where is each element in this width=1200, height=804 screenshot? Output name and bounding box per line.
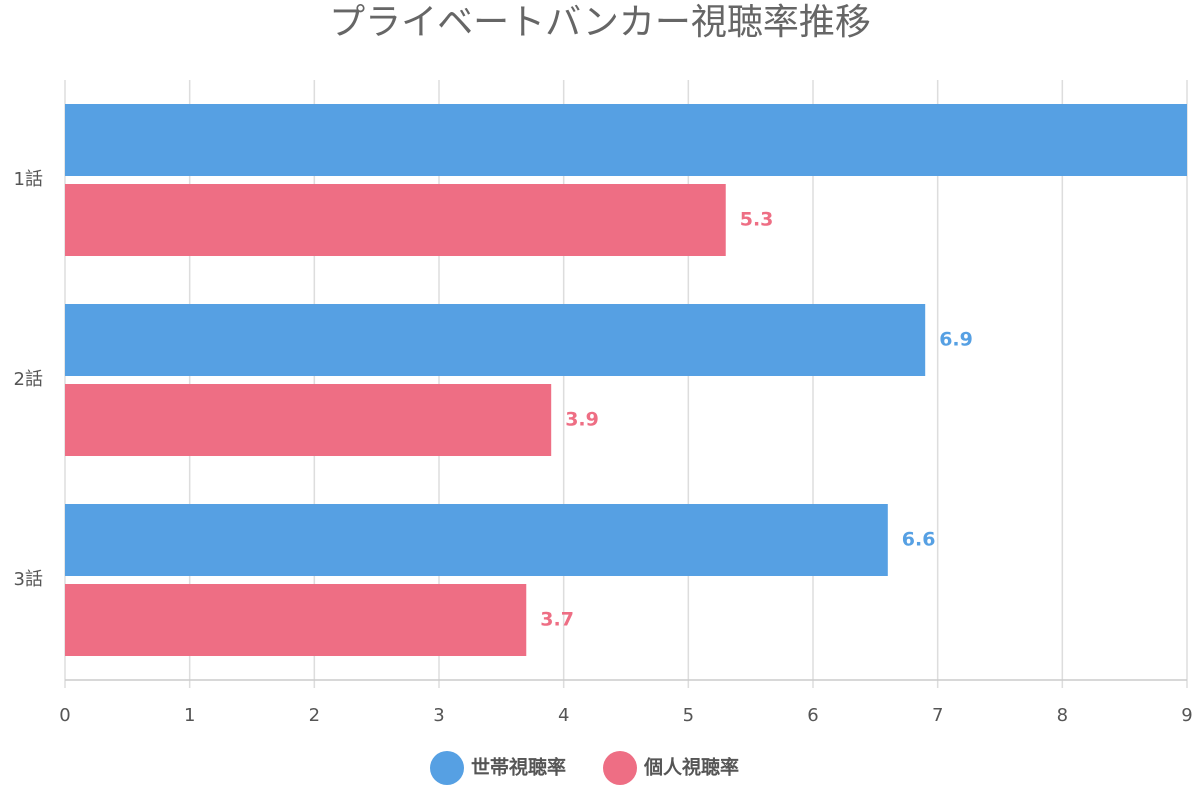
bar: [65, 504, 888, 576]
bar: [65, 304, 926, 376]
value-label: 6.9: [939, 329, 973, 351]
bar: [65, 384, 552, 456]
value-label: 3.9: [565, 409, 599, 431]
x-tick-label: 7: [932, 705, 943, 726]
x-tick-label: 3: [433, 705, 444, 726]
legend-swatch: [430, 751, 464, 785]
x-tick-label: 6: [807, 705, 818, 726]
y-tick-label: 2話: [14, 369, 43, 390]
x-tick-label: 1: [184, 705, 195, 726]
value-label: 5.3: [740, 209, 774, 231]
legend-label: 世帯視聴率: [471, 756, 566, 779]
value-label: 6.6: [902, 529, 936, 551]
chart-title: プライベートバンカー視聴率推移: [329, 2, 871, 43]
x-tick-label: 9: [1181, 705, 1192, 726]
x-tick-label: 4: [558, 705, 569, 726]
y-tick-label: 3話: [14, 569, 43, 590]
x-tick-label: 2: [309, 705, 320, 726]
legend-swatch: [603, 751, 637, 785]
bar: [65, 584, 527, 656]
bar: [65, 184, 726, 256]
x-tick-label: 8: [1057, 705, 1068, 726]
x-tick-label: 0: [59, 705, 70, 726]
legend-label: 個人視聴率: [643, 756, 739, 779]
bar: [65, 104, 1187, 176]
x-tick-label: 5: [683, 705, 694, 726]
value-label: 3.7: [540, 609, 574, 631]
y-tick-label: 1話: [14, 169, 43, 190]
